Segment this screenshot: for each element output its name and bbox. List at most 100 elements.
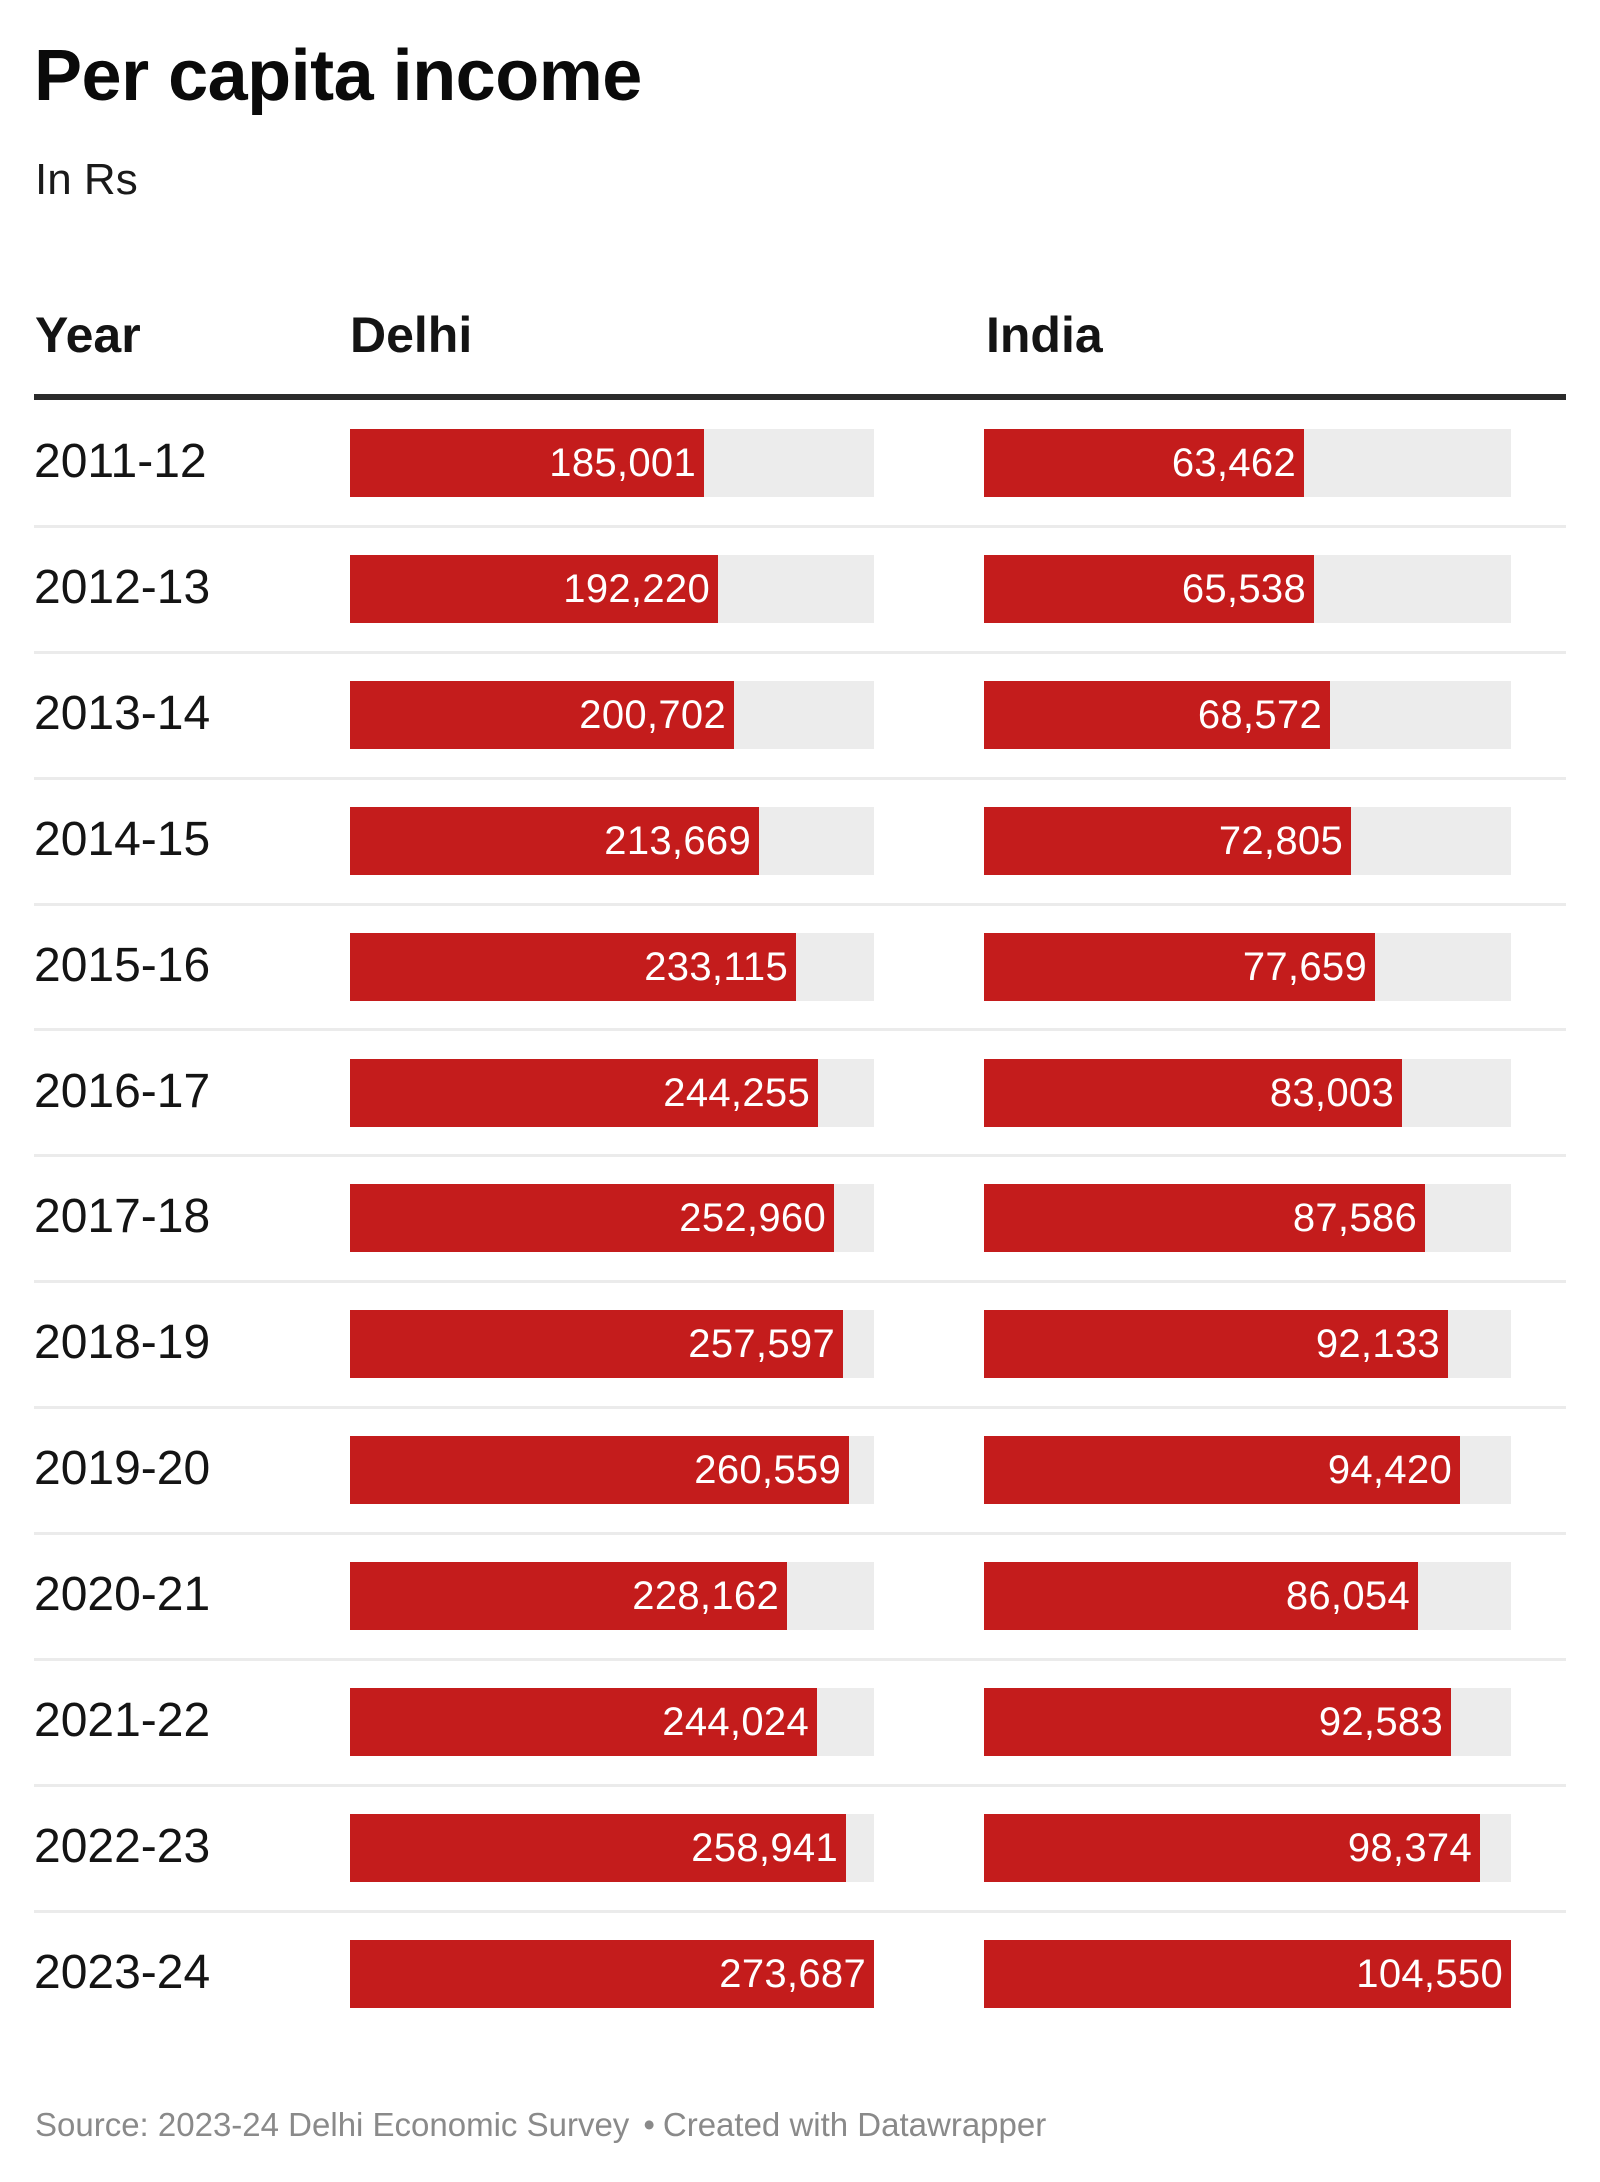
year-label: 2016-17 — [34, 1064, 211, 1118]
india-value-label: 92,133 — [1315, 1322, 1440, 1367]
delhi-value-label: 192,220 — [563, 566, 710, 611]
india-bar-track: 92,583 — [984, 1688, 1511, 1756]
india-bar — [984, 1939, 1511, 2008]
india-bar — [984, 1184, 1425, 1253]
row-divider — [34, 1028, 1566, 1032]
india-value-label: 63,462 — [1171, 441, 1296, 485]
delhi-bar-track: 273,687 — [350, 1939, 874, 2008]
year-label: 2019-20 — [34, 1442, 211, 1496]
row-divider — [34, 524, 1566, 528]
india-value-label: 65,538 — [1181, 566, 1306, 611]
delhi-bar — [350, 1688, 817, 1756]
year-label: 2020-21 — [34, 1568, 211, 1622]
table-row: 2016-17 244,255 83,003 — [0, 1031, 1600, 1158]
delhi-bar — [350, 932, 796, 1001]
india-bar-track: 98,374 — [984, 1813, 1511, 1882]
india-value-label: 68,572 — [1197, 692, 1322, 737]
datawrapper-credit-link[interactable]: Created with Datawrapper — [662, 2106, 1047, 2143]
year-label: 2011-12 — [34, 435, 207, 488]
row-divider — [34, 1154, 1566, 1158]
year-label: 2015-16 — [34, 938, 211, 992]
delhi-value-label: 200,702 — [579, 692, 726, 737]
row-divider — [34, 650, 1566, 654]
delhi-value-label: 244,024 — [662, 1700, 809, 1744]
delhi-bar — [350, 1310, 843, 1379]
delhi-bar-track: 233,115 — [350, 932, 874, 1001]
delhi-bar-track: 192,220 — [350, 554, 874, 623]
year-label: 2021-22 — [34, 1694, 211, 1747]
table-row: 2020-21 228,162 86,054 — [0, 1534, 1600, 1661]
row-divider — [34, 1783, 1566, 1787]
india-bar-track: 83,003 — [984, 1058, 1511, 1127]
delhi-bar — [350, 1436, 849, 1505]
year-label: 2012-13 — [34, 560, 211, 614]
delhi-value-label: 244,255 — [663, 1070, 810, 1115]
india-bar — [984, 806, 1351, 875]
table-row: 2018-19 257,597 92,133 — [0, 1282, 1600, 1410]
india-value-label: 86,054 — [1285, 1574, 1410, 1619]
table-row: 2019-20 260,559 94,420 — [0, 1408, 1600, 1536]
delhi-value-label: 260,559 — [694, 1448, 841, 1493]
delhi-bar — [350, 680, 734, 749]
delhi-bar-track: 252,960 — [350, 1184, 874, 1253]
table-row: 2011-12 185,001 63,462 — [0, 401, 1600, 528]
india-value-label: 87,586 — [1292, 1196, 1417, 1241]
india-bar — [984, 680, 1330, 749]
delhi-bar-track: 260,559 — [350, 1436, 874, 1505]
chart-title: Per capita income — [34, 36, 642, 116]
india-bar-track: 86,054 — [984, 1562, 1511, 1631]
delhi-bar-track: 213,669 — [350, 806, 874, 875]
india-bar-track: 92,133 — [984, 1310, 1511, 1379]
delhi-value-label: 228,162 — [632, 1574, 779, 1619]
delhi-bar-track: 244,024 — [350, 1688, 874, 1756]
india-bar — [984, 932, 1375, 1001]
delhi-value-label: 257,597 — [688, 1322, 835, 1367]
india-bar-track: 65,538 — [984, 554, 1511, 623]
delhi-bar — [350, 1184, 834, 1253]
year-label: 2018-19 — [34, 1316, 211, 1370]
india-value-label: 72,805 — [1218, 818, 1343, 863]
table-row: 2017-18 252,960 87,586 — [0, 1156, 1600, 1284]
india-bar-track: 63,462 — [984, 429, 1511, 497]
india-bar — [984, 1310, 1448, 1379]
row-divider — [34, 1909, 1566, 1913]
column-header-delhi[interactable]: Delhi — [350, 307, 473, 363]
year-label: 2014-15 — [34, 812, 211, 866]
table-row: 2023-24 273,687 104,550 — [0, 1912, 1600, 2038]
row-divider — [34, 902, 1566, 906]
delhi-bar-track: 258,941 — [350, 1813, 874, 1882]
delhi-value-label: 258,941 — [691, 1825, 838, 1870]
row-divider — [34, 1280, 1566, 1284]
india-value-label: 94,420 — [1327, 1448, 1452, 1493]
delhi-bar-track: 200,702 — [350, 680, 874, 749]
india-value-label: 83,003 — [1269, 1070, 1394, 1115]
delhi-bar — [350, 1058, 818, 1127]
delhi-value-label: 233,115 — [644, 944, 788, 989]
row-divider — [34, 776, 1566, 780]
delhi-bar-track: 257,597 — [350, 1310, 874, 1379]
delhi-bar-track: 185,001 — [350, 429, 874, 497]
delhi-bar — [350, 1939, 874, 2008]
table-row: 2015-16 233,115 77,659 — [0, 905, 1600, 1032]
india-bar-track: 94,420 — [984, 1436, 1511, 1505]
india-value-label: 92,583 — [1318, 1700, 1443, 1744]
india-bar — [984, 554, 1314, 623]
india-bar — [984, 1058, 1402, 1127]
table-row: 2013-14 200,702 68,572 — [0, 653, 1600, 780]
table-row: 2012-13 192,220 65,538 — [0, 527, 1600, 654]
india-bar-track: 77,659 — [984, 932, 1511, 1001]
table-row: 2014-15 213,669 72,805 — [0, 779, 1600, 906]
source-note: Source: 2023-24 Delhi Economic Survey — [35, 2106, 630, 2143]
row-divider — [34, 1406, 1566, 1410]
delhi-value-label: 213,669 — [604, 818, 751, 863]
table-row: 2021-22 244,024 92,583 — [0, 1660, 1600, 1787]
row-divider — [34, 1657, 1566, 1661]
chart-subtitle: In Rs — [35, 155, 138, 204]
delhi-bar-track: 244,255 — [350, 1058, 874, 1127]
column-header-india[interactable]: India — [986, 307, 1103, 363]
column-header-year[interactable]: Year — [35, 307, 141, 363]
footer-separator: • — [643, 2106, 655, 2143]
year-label: 2013-14 — [34, 686, 211, 740]
header-rule — [34, 394, 1566, 400]
